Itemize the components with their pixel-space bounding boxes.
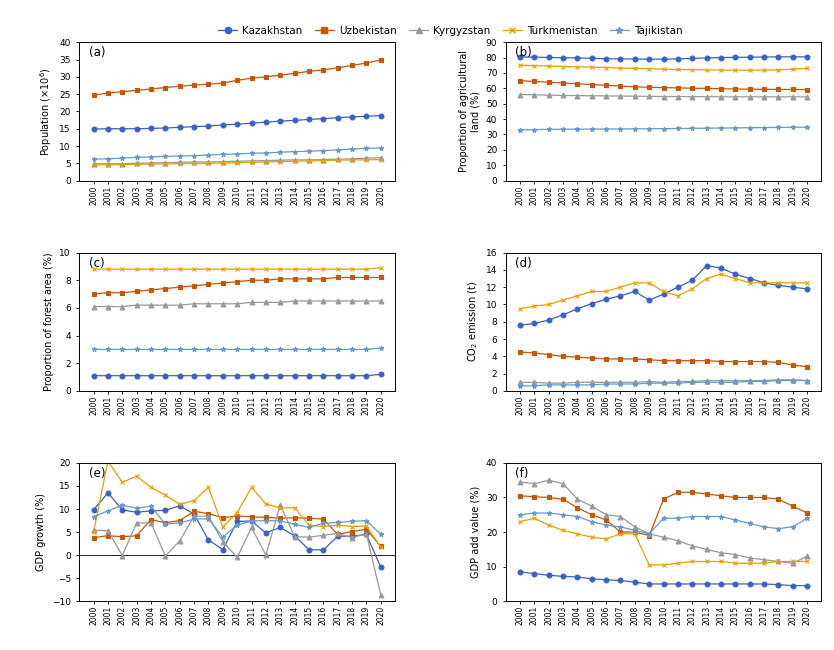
- Y-axis label: GDP growth (%): GDP growth (%): [37, 493, 47, 571]
- Text: (e): (e): [88, 467, 105, 480]
- Y-axis label: GDP add value (%): GDP add value (%): [470, 486, 480, 578]
- Text: (a): (a): [88, 46, 105, 59]
- Legend: Kazakhstan, Uzbekistan, Kyrgyzstan, Turkmenistan, Tajikistan: Kazakhstan, Uzbekistan, Kyrgyzstan, Turk…: [214, 21, 686, 40]
- Text: (c): (c): [88, 257, 104, 270]
- Y-axis label: Proportion of forest area (%): Proportion of forest area (%): [44, 252, 54, 391]
- Text: (d): (d): [515, 257, 532, 270]
- Y-axis label: Population ($\times$10$^6$): Population ($\times$10$^6$): [38, 67, 54, 156]
- Y-axis label: CO$_2$ emission (t): CO$_2$ emission (t): [467, 281, 480, 362]
- Text: (f): (f): [515, 467, 529, 480]
- Text: (b): (b): [515, 46, 532, 59]
- Y-axis label: Proportion of agricultural
land (%): Proportion of agricultural land (%): [459, 51, 480, 172]
